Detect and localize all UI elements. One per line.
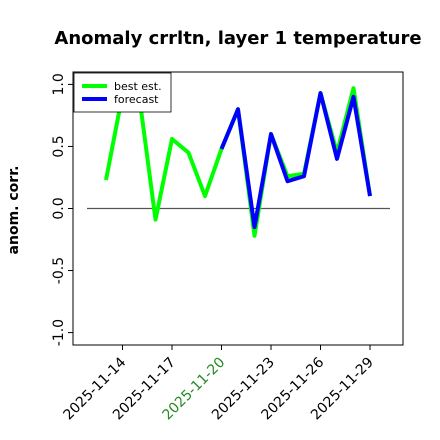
y-tick-label: -1.0: [51, 319, 67, 346]
y-tick-label: 1.0: [51, 73, 67, 95]
y-tick-label: -0.5: [51, 257, 67, 284]
legend-label: forecast: [114, 93, 159, 106]
chart-title: Anomaly crrltn, layer 1 temperature: [54, 28, 421, 49]
y-tick-label: 0.0: [51, 197, 67, 219]
legend: best est.forecast: [73, 72, 172, 113]
y-axis-label: anom. corr.: [6, 166, 22, 255]
series-line: [219, 91, 372, 230]
legend-label: best est.: [114, 80, 162, 93]
y-tick-label: 0.5: [51, 135, 67, 157]
legend-box: [73, 72, 172, 113]
